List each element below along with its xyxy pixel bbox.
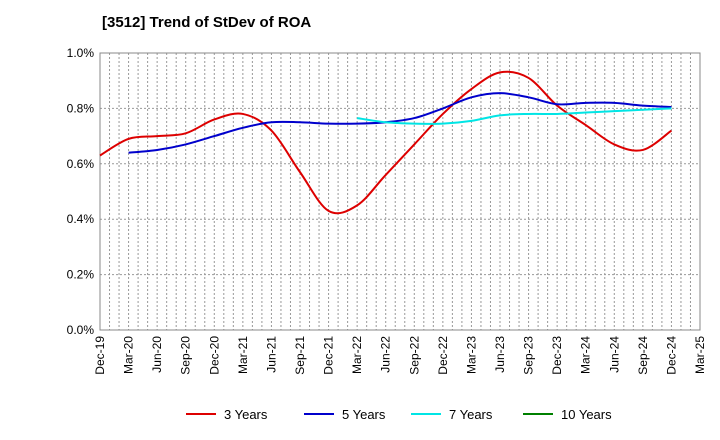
- y-tick-label: 0.6%: [67, 157, 95, 171]
- x-tick-label: Mar-21: [236, 336, 250, 374]
- y-tick-label: 0.0%: [67, 323, 95, 337]
- legend: 3 Years 5 Years 7 Years 10 Years: [186, 407, 612, 422]
- x-tick-label: Dec-21: [322, 336, 336, 375]
- series-line-7-years: [356, 107, 672, 125]
- x-tick-label: Dec-22: [436, 336, 450, 375]
- x-tick-label: Jun-22: [379, 336, 393, 373]
- plot-frame: [99, 52, 701, 331]
- y-axis-ticks: 0.0% 0.2% 0.4% 0.6% 0.8% 1.0%: [67, 46, 95, 337]
- y-tick-label: 0.8%: [67, 101, 95, 115]
- series-line-5-years: [128, 92, 672, 154]
- x-tick-label: Jun-24: [607, 336, 621, 373]
- x-tick-label: Jun-20: [150, 336, 164, 373]
- y-tick-label: 1.0%: [67, 46, 95, 60]
- legend-label-10-years: 10 Years: [561, 407, 612, 422]
- grid: [99, 52, 701, 331]
- series-line-3-years: [99, 70, 673, 215]
- legend-label-3-years: 3 Years: [224, 407, 268, 422]
- x-tick-label: Jun-23: [493, 336, 507, 373]
- x-tick-label: Dec-24: [664, 336, 678, 375]
- x-tick-label: Mar-25: [693, 336, 707, 374]
- x-tick-label: Sep-24: [636, 336, 650, 375]
- x-tick-label: Sep-21: [293, 336, 307, 375]
- series-lines: [99, 70, 673, 215]
- chart-title: [3512] Trend of StDev of ROA: [102, 14, 312, 31]
- x-tick-label: Dec-23: [550, 336, 564, 375]
- x-tick-label: Sep-22: [407, 336, 421, 375]
- x-tick-label: Sep-23: [522, 336, 536, 375]
- legend-label-5-years: 5 Years: [342, 407, 386, 422]
- y-tick-label: 0.4%: [67, 212, 95, 226]
- y-tick-label: 0.2%: [67, 268, 95, 282]
- legend-label-7-years: 7 Years: [449, 407, 493, 422]
- x-tick-label: Mar-23: [464, 336, 478, 374]
- x-axis-ticks: Dec-19 Mar-20 Jun-20 Sep-20 Dec-20 Mar-21 Jun-…: [93, 336, 707, 375]
- x-tick-label: Mar-20: [122, 336, 136, 374]
- x-tick-label: Jun-21: [264, 336, 278, 373]
- x-tick-label: Mar-24: [579, 336, 593, 374]
- x-tick-label: Sep-20: [179, 336, 193, 375]
- x-tick-label: Dec-20: [207, 336, 221, 375]
- x-tick-label: Mar-22: [350, 336, 364, 374]
- x-tick-label: Dec-19: [93, 336, 107, 375]
